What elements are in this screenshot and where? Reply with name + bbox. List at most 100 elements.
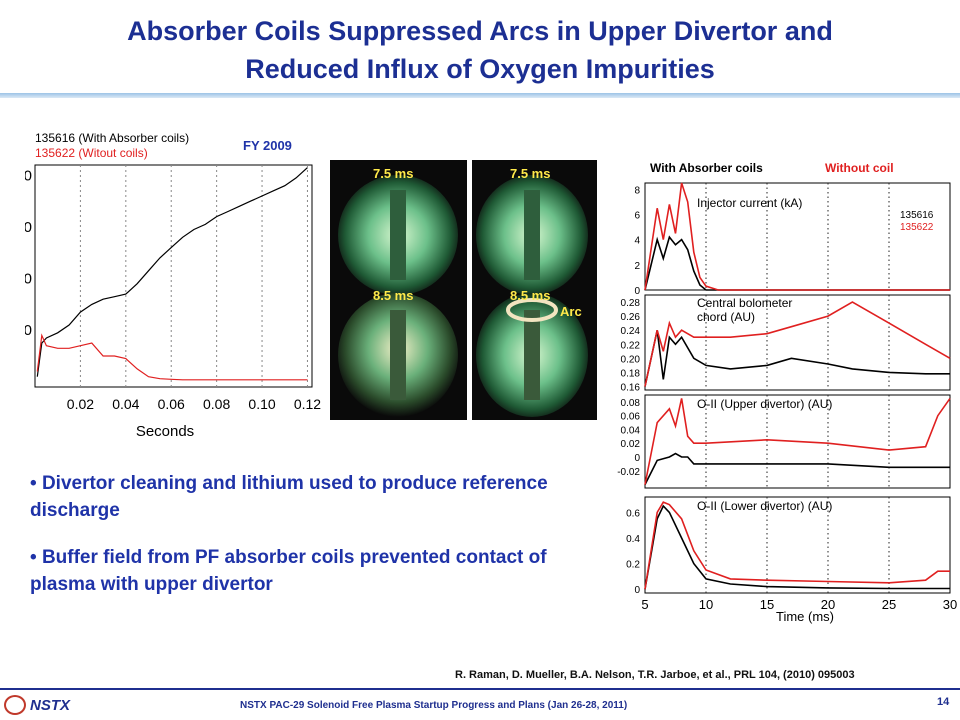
nstx-logo-text: NSTX bbox=[30, 697, 71, 714]
panel-y-tick-label: 0.20 bbox=[621, 354, 641, 365]
footer-divider bbox=[0, 688, 960, 690]
panel-y-tick-label: 0.2 bbox=[626, 560, 640, 571]
panel-y-tick-label: -0.02 bbox=[617, 467, 640, 478]
fy-label: FY 2009 bbox=[243, 138, 292, 153]
left-y-ticks: 0200400600800 bbox=[25, 167, 32, 339]
left-y-tick-label: 400 bbox=[25, 271, 32, 288]
title-line-2: Reduced Influx of Oxygen Impurities bbox=[245, 54, 715, 84]
panel-y-tick-label: 0.16 bbox=[621, 382, 641, 393]
panel-y-tick-label: 0.18 bbox=[621, 368, 641, 379]
central-bolometer-series-without-coils bbox=[644, 301, 951, 387]
photo-label-2: 7.5 ms bbox=[510, 166, 551, 181]
panel-y-tick-label: 4 bbox=[634, 236, 640, 247]
page-number: 14 bbox=[937, 696, 950, 708]
oii-lower-divertor-series-without-coils bbox=[644, 501, 950, 590]
right-xlabel: Time (ms) bbox=[776, 609, 834, 624]
camera-image-without-coils: 7.5 ms 8.5 ms Arc bbox=[472, 160, 597, 420]
panel-y-tick-label: 0.02 bbox=[621, 439, 641, 450]
left-grid bbox=[79, 165, 308, 387]
panel-y-tick-label: 0.4 bbox=[626, 534, 640, 545]
left-x-tick-label: 0.12 bbox=[294, 396, 321, 412]
panel2-title-1: Central bolometer bbox=[697, 296, 792, 310]
oii-upper-divertor-series-without-coils bbox=[644, 397, 951, 485]
plasma-render-with-coils bbox=[338, 175, 458, 417]
panel1-title: Injector current (kA) bbox=[697, 196, 802, 210]
left-y-tick-label: 200 bbox=[25, 322, 32, 339]
plasma-render-without-coils bbox=[476, 175, 588, 417]
slide-title: Absorber Coils Suppressed Arcs in Upper … bbox=[20, 12, 940, 88]
centerstack-bottom-2 bbox=[524, 310, 540, 400]
centerstack-bottom bbox=[390, 310, 406, 400]
panel-frame bbox=[644, 294, 951, 391]
left-x-tick-label: 0.02 bbox=[67, 396, 94, 412]
panel-y-tick-label: 6 bbox=[634, 210, 640, 221]
header-without-coil: Without coil bbox=[825, 161, 894, 175]
panel-y-tick-label: 0.6 bbox=[626, 508, 640, 519]
arc-label: Arc bbox=[560, 304, 582, 319]
shot-black-label: 135616 bbox=[900, 210, 934, 221]
centerstack-top bbox=[390, 190, 406, 280]
right-x-tick-label: 10 bbox=[699, 597, 713, 612]
nstx-logo-icon bbox=[4, 695, 26, 715]
panel-y-tick-label: 0.08 bbox=[621, 398, 641, 409]
bullet-2-text: Buffer field from PF absorber coils prev… bbox=[30, 547, 547, 595]
left-series-with-coils bbox=[36, 167, 308, 377]
panel-y-tick-label: 0.04 bbox=[621, 425, 641, 436]
left-legend-red: 135622 (Witout coils) bbox=[35, 146, 148, 160]
right-x-tick-label: 25 bbox=[882, 597, 896, 612]
left-series bbox=[36, 167, 308, 381]
panel-frame bbox=[644, 496, 951, 594]
left-y-tick-label: 600 bbox=[25, 219, 32, 236]
left-x-tick-label: 0.10 bbox=[248, 396, 275, 412]
bullet-1-text: Divertor cleaning and lithium used to pr… bbox=[30, 473, 548, 521]
injector-current-series-without-coils bbox=[644, 182, 950, 291]
photo-label-3: 8.5 ms bbox=[373, 288, 414, 303]
left-y-tick-label: 800 bbox=[25, 167, 32, 184]
left-xlabel: Seconds bbox=[136, 423, 194, 440]
panel-y-tick-label: 2 bbox=[634, 261, 640, 272]
panel-y-tick-label: 8 bbox=[634, 185, 640, 196]
header-with-coils: With Absorber coils bbox=[650, 161, 763, 175]
panel3-title: O-II (Upper divertor) (AU) bbox=[697, 397, 832, 411]
right-x-ticks: 5 10 15 20 25 30 bbox=[641, 597, 957, 612]
central-bolometer-series-with-coils bbox=[644, 330, 950, 387]
camera-image-with-coils: 7.5 ms 8.5 ms bbox=[330, 160, 467, 420]
left-x-ticks: 0.02 0.04 0.06 0.08 0.10 0.12 bbox=[67, 396, 322, 412]
title-line-1: Absorber Coils Suppressed Arcs in Upper … bbox=[127, 16, 833, 46]
photo-label-1: 7.5 ms bbox=[373, 166, 414, 181]
reference: R. Raman, D. Mueller, B.A. Nelson, T.R. … bbox=[455, 669, 855, 681]
panel-y-tick-label: 0 bbox=[634, 286, 640, 297]
panel-y-tick-label: 0.24 bbox=[621, 326, 641, 337]
oii-upper-divertor-series-with-coils bbox=[644, 452, 950, 485]
right-panels: 024680.160.180.200.220.240.260.28-0.0200… bbox=[617, 182, 951, 596]
panel-y-tick-label: 0.28 bbox=[621, 298, 641, 309]
panel-frame bbox=[644, 394, 951, 489]
panel-central-bolometer: 0.16 0.18 0.20 0.22 0.24 0.26 0.28 bbox=[621, 294, 951, 393]
right-x-tick-label: 15 bbox=[760, 597, 774, 612]
left-x-tick-label: 0.04 bbox=[112, 396, 139, 412]
photo-label-4: 8.5 ms bbox=[510, 288, 551, 303]
panel-y-tick-label: 0.06 bbox=[621, 412, 641, 423]
right-x-tick-label: 30 bbox=[943, 597, 957, 612]
left-legend-black: 135616 (With Absorber coils) bbox=[35, 131, 189, 145]
panel-y-tick-label: 0.22 bbox=[621, 340, 641, 351]
left-x-tick-label: 0.08 bbox=[203, 396, 230, 412]
left-chart: 135616 (With Absorber coils) 135622 (Wit… bbox=[25, 131, 322, 440]
panel-oii-upper-divertor: -0.02 0 0.02 0.04 0.06 0.08 bbox=[617, 394, 951, 489]
right-chart: With Absorber coils Without coil 0 2 4 6 8 0.… bbox=[617, 161, 957, 624]
left-plot-frame bbox=[34, 164, 313, 388]
arc-glow bbox=[506, 298, 558, 322]
shot-red-label: 135622 bbox=[900, 222, 934, 233]
panel4-title: O-II (Lower divertor) (AU) bbox=[697, 499, 832, 513]
panel-oii-lower-divertor: 0 0.2 0.4 0.6 bbox=[626, 496, 951, 596]
injector-current-series-with-coils bbox=[644, 235, 950, 291]
panel-y-tick-label: 0 bbox=[634, 585, 640, 596]
bullet-2: • Buffer field from PF absorber coils pr… bbox=[30, 547, 547, 595]
bullet-1: • Divertor cleaning and lithium used to … bbox=[30, 473, 548, 521]
right-x-tick-label: 20 bbox=[821, 597, 835, 612]
left-x-tick-label: 0.06 bbox=[158, 396, 185, 412]
title-divider bbox=[0, 93, 960, 98]
oii-lower-divertor-series-with-coils bbox=[644, 504, 950, 590]
bullet-list: • Divertor cleaning and lithium used to … bbox=[30, 470, 590, 618]
